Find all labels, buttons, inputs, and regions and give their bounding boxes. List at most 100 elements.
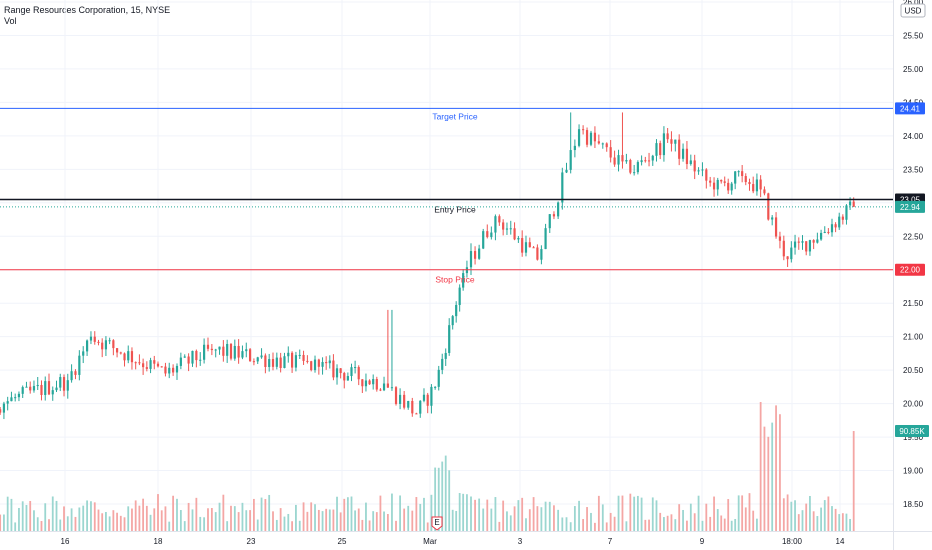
candle-body [343,373,346,381]
earnings-marker[interactable] [431,516,443,531]
volume-bar [203,517,206,531]
candle-body [328,360,331,364]
volume-bar [494,497,497,531]
target-tag [895,102,925,115]
volume-bar [727,499,730,531]
volume-bar [540,507,543,531]
volume-bar [701,520,704,531]
volume-bar [648,519,650,531]
candle-body [744,176,747,183]
candle-body [709,180,712,183]
volume-bar [375,512,378,531]
candle-body [774,217,778,237]
volume-bar [275,519,278,531]
candle-body [191,350,194,364]
volume-bar [97,509,100,531]
volume-bar [486,499,489,531]
candle-body [681,148,685,159]
candle-body [451,316,454,326]
volume-bar [295,504,297,531]
candle-body [573,145,576,151]
volume-bar [478,498,481,531]
candle-body [827,231,830,233]
candle-body [97,341,100,343]
volume-bar [241,502,244,531]
volume-bar [279,508,282,531]
candle-body [505,228,509,230]
volume-bar [709,516,712,531]
volume-bar [548,501,551,531]
candle-body [636,162,639,173]
candle-body [674,139,677,144]
candle-body [156,363,160,367]
price-levels[interactable]: Target Price Stop Price Entry Price [0,107,893,285]
price-tick-label: 20.00 [903,400,924,409]
candle-body [294,355,298,368]
candle-body [153,360,156,364]
price-tick-label: 23.50 [903,165,924,174]
volume-bar [145,505,148,531]
volume-bar [127,506,130,531]
volume-bar [179,510,182,531]
candle-body [108,340,111,342]
candle-body [275,357,278,367]
volume-bar [325,508,328,531]
candle-body [597,141,600,144]
time-tick-label: 7 [608,537,613,546]
candle-body [6,401,9,404]
volume-bar [797,514,800,531]
volume-bar [644,519,647,531]
volume-bar [474,499,476,531]
candle-body [245,349,248,352]
volume-bar [350,496,353,531]
candle-body [482,231,485,249]
candle-body [808,240,812,252]
currency-badge[interactable] [900,3,926,18]
candle-body [14,397,17,399]
volume-bar [339,512,342,531]
volume-bar [716,509,719,531]
candle-body [755,179,759,192]
volume-bar [302,502,305,531]
candle-body [593,132,597,142]
volume-bar [565,517,568,531]
volume-bar [744,507,747,531]
candle-body [149,360,152,369]
volume-bar [368,520,371,531]
volume-bar [25,505,28,531]
candle-body [40,384,43,395]
volume-bar [838,514,841,531]
candle-body [187,356,190,364]
candle-body [93,336,96,342]
candle-body [536,247,539,260]
candle-body [62,377,66,391]
candle-body [613,157,616,165]
candle-body [557,202,560,217]
candle-body [21,387,24,394]
candle-body [214,349,217,351]
volume-bar [134,500,137,531]
candle-body [834,224,837,228]
candle-body [509,228,512,230]
candle-body [434,386,437,388]
candle-body [229,343,233,359]
candle-body [168,367,171,374]
candle-body [160,366,163,368]
entry-label: Entry Price [434,204,476,214]
candle-body [577,129,581,146]
candle-body [455,304,458,317]
volume-bar [391,493,393,531]
volume-indicator-label[interactable]: Vol [4,16,17,26]
candle-body [528,242,531,248]
candle-body [720,179,723,182]
symbol-title[interactable]: Range Resources Corporation, 15, NYSE [4,5,171,15]
volume-bar [233,506,236,531]
volume-bar [187,502,190,531]
volume-bar [820,507,822,531]
candle-body [422,394,426,401]
candle-body [848,201,852,206]
chart-header: Range Resources Corporation, 15, NYSE Vo… [4,5,170,27]
volume-bar [586,507,588,531]
candle-body [437,369,440,387]
